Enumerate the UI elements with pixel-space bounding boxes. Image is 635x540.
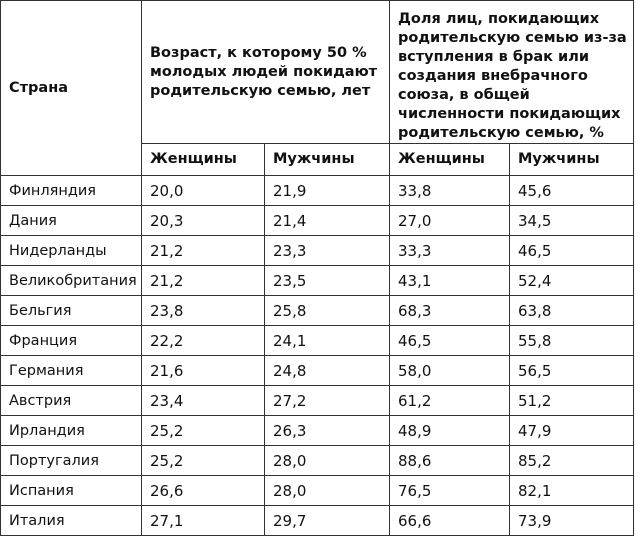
age-men-cell: 27,2 bbox=[264, 385, 390, 416]
country-cell: Франция bbox=[0, 325, 142, 356]
age-women-cell: 20,0 bbox=[141, 175, 265, 206]
header-share-women: Женщины bbox=[389, 143, 510, 176]
country-cell: Дания bbox=[0, 205, 142, 236]
share-women-cell: 48,9 bbox=[389, 415, 510, 446]
header-share-group: Доля лиц, покидающих родительскую семью … bbox=[388, 0, 635, 144]
table-row: Португалия 25,2 28,0 88,6 85,2 bbox=[0, 445, 635, 476]
table-row: Австрия 23,4 27,2 61,2 51,2 bbox=[0, 385, 635, 416]
age-women-cell: 23,8 bbox=[141, 295, 265, 326]
table-row: Великобритания 21,2 23,5 43,1 52,4 bbox=[0, 265, 635, 296]
share-men-cell: 55,8 bbox=[508, 325, 635, 356]
age-women-cell: 21,2 bbox=[141, 265, 265, 296]
share-women-cell: 68,3 bbox=[389, 295, 510, 326]
share-women-cell: 43,1 bbox=[389, 265, 510, 296]
age-women-cell: 21,2 bbox=[141, 235, 265, 266]
table-row: Испания 26,6 28,0 76,5 82,1 bbox=[0, 475, 635, 506]
table-row: Дания 20,3 21,4 27,0 34,5 bbox=[0, 205, 635, 236]
age-women-cell: 21,6 bbox=[141, 355, 265, 386]
share-men-cell: 82,1 bbox=[508, 475, 635, 506]
header-age-men: Мужчины bbox=[264, 143, 390, 176]
country-cell: Великобритания bbox=[0, 265, 142, 296]
header-age-group: Возраст, к которому 50 % молодых людей п… bbox=[141, 0, 390, 144]
share-women-cell: 61,2 bbox=[389, 385, 510, 416]
share-women-cell: 88,6 bbox=[389, 445, 510, 476]
age-men-cell: 28,0 bbox=[264, 475, 390, 506]
table-row: Бельгия 23,8 25,8 68,3 63,8 bbox=[0, 295, 635, 326]
table-row: Франция 22,2 24,1 46,5 55,8 bbox=[0, 325, 635, 356]
table-row: Финляндия 20,0 21,9 33,8 45,6 bbox=[0, 175, 635, 206]
age-women-cell: 25,2 bbox=[141, 415, 265, 446]
country-cell: Ирландия bbox=[0, 415, 142, 446]
header-country: Страна bbox=[0, 0, 142, 176]
header-age-women: Женщины bbox=[141, 143, 265, 176]
age-men-cell: 26,3 bbox=[264, 415, 390, 446]
age-men-cell: 28,0 bbox=[264, 445, 390, 476]
share-men-cell: 45,6 bbox=[508, 175, 635, 206]
age-men-cell: 29,7 bbox=[264, 505, 390, 536]
country-cell: Испания bbox=[0, 475, 142, 506]
age-men-cell: 23,5 bbox=[264, 265, 390, 296]
age-women-cell: 20,3 bbox=[141, 205, 265, 236]
share-men-cell: 52,4 bbox=[508, 265, 635, 296]
table-row: Германия 21,6 24,8 58,0 56,5 bbox=[0, 355, 635, 386]
table-row: Нидерланды 21,2 23,3 33,3 46,5 bbox=[0, 235, 635, 266]
age-women-cell: 27,1 bbox=[141, 505, 265, 536]
share-men-cell: 47,9 bbox=[508, 415, 635, 446]
share-men-cell: 73,9 bbox=[508, 505, 635, 536]
age-men-cell: 23,3 bbox=[264, 235, 390, 266]
country-cell: Португалия bbox=[0, 445, 142, 476]
country-cell: Финляндия bbox=[0, 175, 142, 206]
share-women-cell: 46,5 bbox=[389, 325, 510, 356]
country-cell: Германия bbox=[0, 355, 142, 386]
share-men-cell: 34,5 bbox=[508, 205, 635, 236]
share-men-cell: 56,5 bbox=[508, 355, 635, 386]
share-women-cell: 66,6 bbox=[389, 505, 510, 536]
share-women-cell: 58,0 bbox=[389, 355, 510, 386]
share-men-cell: 51,2 bbox=[508, 385, 635, 416]
country-cell: Нидерланды bbox=[0, 235, 142, 266]
age-women-cell: 26,6 bbox=[141, 475, 265, 506]
share-men-cell: 46,5 bbox=[508, 235, 635, 266]
age-men-cell: 24,8 bbox=[264, 355, 390, 386]
country-cell: Италия bbox=[0, 505, 142, 536]
header-share-men: Мужчины bbox=[508, 143, 635, 176]
age-women-cell: 25,2 bbox=[141, 445, 265, 476]
share-men-cell: 63,8 bbox=[508, 295, 635, 326]
table-row: Ирландия 25,2 26,3 48,9 47,9 bbox=[0, 415, 635, 446]
header-row-main: Страна Возраст, к которому 50 % молодых … bbox=[0, 0, 635, 176]
country-cell: Австрия bbox=[0, 385, 142, 416]
share-women-cell: 76,5 bbox=[389, 475, 510, 506]
share-women-cell: 33,3 bbox=[389, 235, 510, 266]
table-body: Финляндия 20,0 21,9 33,8 45,6 Дания 20,3 21,4 27… bbox=[0, 175, 635, 536]
age-men-cell: 21,4 bbox=[264, 205, 390, 236]
header-row-sub: Женщины Мужчины Женщины Мужчины bbox=[1, 143, 635, 176]
age-women-cell: 23,4 bbox=[141, 385, 265, 416]
age-men-cell: 25,8 bbox=[264, 295, 390, 326]
age-men-cell: 24,1 bbox=[264, 325, 390, 356]
age-women-cell: 22,2 bbox=[141, 325, 265, 356]
share-men-cell: 85,2 bbox=[508, 445, 635, 476]
age-men-cell: 21,9 bbox=[264, 175, 390, 206]
share-women-cell: 33,8 bbox=[389, 175, 510, 206]
table-row: Италия 27,1 29,7 66,6 73,9 bbox=[0, 505, 635, 536]
country-cell: Бельгия bbox=[0, 295, 142, 326]
share-women-cell: 27,0 bbox=[389, 205, 510, 236]
